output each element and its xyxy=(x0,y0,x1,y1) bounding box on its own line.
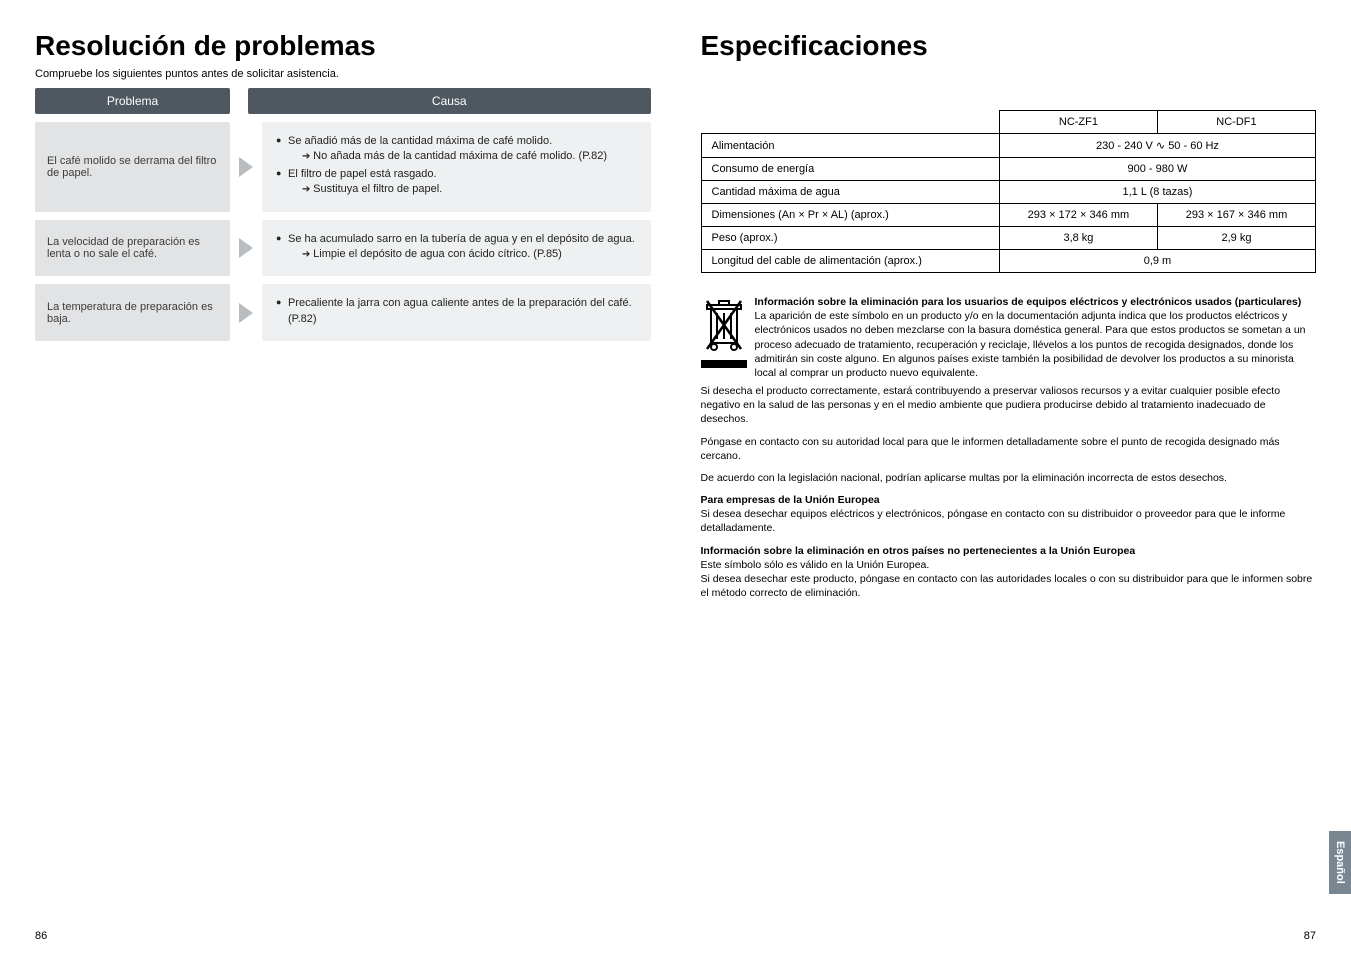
arrow-right-icon xyxy=(239,303,253,323)
trouble-row: La velocidad de preparación es lenta o n… xyxy=(35,220,651,277)
spec-value: 0,9 m xyxy=(999,250,1315,273)
weee-body: La aparición de este símbolo en un produ… xyxy=(755,310,1306,379)
spec-col1: NC-ZF1 xyxy=(999,111,1157,134)
arrow-cell xyxy=(230,122,262,212)
weee-bin-icon xyxy=(701,295,747,358)
left-subtitle: Compruebe los siguientes puntos antes de… xyxy=(35,68,651,80)
spec-label: Longitud del cable de alimentación (apro… xyxy=(701,250,999,273)
problem-box: El café molido se derrama del filtro de … xyxy=(35,122,230,212)
left-title: Resolución de problemas xyxy=(35,30,651,62)
problem-box: La velocidad de preparación es lenta o n… xyxy=(35,220,230,277)
cause-box: Precaliente la jarra con agua caliente a… xyxy=(262,284,651,341)
arrow-right-icon xyxy=(239,157,253,177)
problem-box: La temperatura de preparación es baja. xyxy=(35,284,230,341)
trouble-row: La temperatura de preparación es baja. Pr… xyxy=(35,284,651,341)
spec-value: 230 - 240 V ∿ 50 - 60 Hz xyxy=(999,134,1315,158)
spec-label: Alimentación xyxy=(701,134,999,158)
right-column: Especificaciones NC-ZF1 NC-DF1 Alimentac… xyxy=(701,30,1317,608)
weee-bar-icon xyxy=(701,360,747,368)
left-column: Resolución de problemas Compruebe los si… xyxy=(35,30,651,608)
weee-para1: Si desecha el producto correctamente, es… xyxy=(701,384,1317,427)
spec-value: 293 × 167 × 346 mm xyxy=(1157,204,1315,227)
spec-label: Cantidad máxima de agua xyxy=(701,181,999,204)
spec-label: Dimensiones (An × Pr × AL) (aprox.) xyxy=(701,204,999,227)
noneu-section: Información sobre la eliminación en otro… xyxy=(701,544,1317,601)
biz-section: Para empresas de la Unión Europea Si des… xyxy=(701,493,1317,536)
noneu-body1: Este símbolo sólo es válido en la Unión … xyxy=(701,559,930,571)
spec-value: 2,9 kg xyxy=(1157,227,1315,250)
cause-box: Se añadió más de la cantidad máxima de c… xyxy=(262,122,651,212)
spec-label: Consumo de energía xyxy=(701,158,999,181)
spec-value: 900 - 980 W xyxy=(999,158,1315,181)
weee-para2: Póngase en contacto con su autoridad loc… xyxy=(701,435,1317,463)
spec-value: 1,1 L (8 tazas) xyxy=(999,181,1315,204)
arrow-cell xyxy=(230,284,262,341)
trouble-row: El café molido se derrama del filtro de … xyxy=(35,122,651,212)
weee-heading: Información sobre la eliminación para lo… xyxy=(755,296,1302,308)
weee-icon-wrap xyxy=(701,295,747,380)
right-title: Especificaciones xyxy=(701,30,1317,62)
spec-col2: NC-DF1 xyxy=(1157,111,1315,134)
page-number-left: 86 xyxy=(35,930,47,942)
language-tab: Español xyxy=(1329,831,1351,894)
noneu-title: Información sobre la eliminación en otro… xyxy=(701,545,1136,557)
arrow-cell xyxy=(230,220,262,277)
spec-label: Peso (aprox.) xyxy=(701,227,999,250)
cause-box: Se ha acumulado sarro en la tubería de a… xyxy=(262,220,651,277)
page-number-right: 87 xyxy=(1304,930,1316,942)
spec-table: NC-ZF1 NC-DF1 Alimentación230 - 240 V ∿ … xyxy=(701,110,1317,273)
biz-title: Para empresas de la Unión Europea xyxy=(701,494,880,506)
biz-body: Si desea desechar equipos eléctricos y e… xyxy=(701,508,1286,534)
arrow-right-icon xyxy=(239,238,253,258)
weee-para3: De acuerdo con la legislación nacional, … xyxy=(701,471,1317,485)
weee-block: Información sobre la eliminación para lo… xyxy=(701,295,1317,380)
trouble-rows-container: El café molido se derrama del filtro de … xyxy=(35,122,651,341)
spec-value: 293 × 172 × 346 mm xyxy=(999,204,1157,227)
trouble-header-row: Problema Causa xyxy=(35,88,651,114)
header-cause: Causa xyxy=(248,88,651,114)
weee-text: Información sobre la eliminación para lo… xyxy=(755,295,1317,380)
header-problem: Problema xyxy=(35,88,230,114)
spec-value: 3,8 kg xyxy=(999,227,1157,250)
noneu-body2: Si desea desechar este producto, póngase… xyxy=(701,573,1313,599)
page-footer: 86 87 xyxy=(35,930,1316,942)
